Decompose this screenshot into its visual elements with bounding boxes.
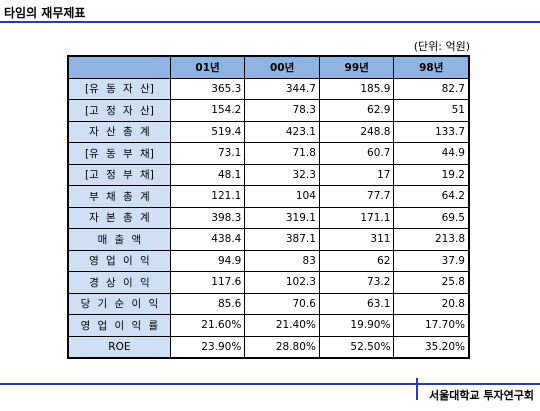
value-cell: 19.2 [393,163,470,186]
footer-rule [0,383,540,385]
value-cell: 77.7 [318,185,395,208]
row-label: 경 상 이 익 [67,271,171,294]
value-cell: 94.9 [169,249,246,272]
title-rule [0,21,540,23]
value-cell: 519.4 [169,120,246,143]
footer-text: 서울대학교 투자연구회 [428,389,534,402]
footer-divider [416,378,418,400]
value-cell: 69.5 [393,206,470,229]
value-cell: 171.1 [318,206,395,229]
value-cell: 21.40% [244,314,320,337]
row-label: [유 동 자 산] [67,77,171,100]
value-cell: 32.3 [244,163,320,186]
value-cell: 70.6 [244,292,320,315]
table-row: 당 기 순 이 익 85.6 70.6 63.1 20.8 [67,292,470,315]
value-cell: 82.7 [393,77,470,100]
value-cell: 121.1 [169,185,246,208]
table-row: [고 정 자 산] 154.2 78.3 62.9 51 [67,99,470,122]
value-cell: 73.2 [318,271,395,294]
table-row: 경 상 이 익 117.6 102.3 73.2 25.8 [67,271,470,294]
row-label: ROE [67,335,171,359]
value-cell: 28.80% [244,335,320,359]
value-cell: 44.9 [393,142,470,165]
table-row: [유 동 부 채] 73.1 71.8 60.7 44.9 [67,142,470,165]
table-row: 영 업 이 익 94.9 83 62 37.9 [67,249,470,272]
value-cell: 344.7 [244,77,320,100]
value-cell: 19.90% [318,314,395,337]
value-cell: 398.3 [169,206,246,229]
value-cell: 319.1 [244,206,320,229]
table-row: 자 본 총 계 398.3 319.1 171.1 69.5 [67,206,470,229]
row-label: 자 본 총 계 [67,206,171,229]
row-label: 자 산 총 계 [67,120,171,143]
value-cell: 37.9 [393,249,470,272]
value-cell: 62.9 [318,99,395,122]
value-cell: 117.6 [169,271,246,294]
financial-table: 01년 00년 99년 98년 [유 동 자 산] 365.3 344.7 185.9 82.… [67,55,470,359]
value-cell: 185.9 [318,77,395,100]
value-cell: 35.20% [393,335,470,359]
table-row: 영 업 이 익 률 21.60% 21.40% 19.90% 17.70% [67,314,470,337]
row-label: [유 동 부 채] [67,142,171,165]
table-row: 매 출 액 438.4 387.1 311 213.8 [67,228,470,251]
column-header: 01년 [169,55,246,79]
unit-note: (단위: 억원) [413,40,470,53]
column-header: 98년 [393,55,470,79]
value-cell: 78.3 [244,99,320,122]
value-cell: 71.8 [244,142,320,165]
row-label: [고 정 자 산] [67,99,171,122]
value-cell: 133.7 [393,120,470,143]
value-cell: 154.2 [169,99,246,122]
header-row: 01년 00년 99년 98년 [67,55,470,79]
table-row: 부 채 총 계 121.1 104 77.7 64.2 [67,185,470,208]
value-cell: 104 [244,185,320,208]
value-cell: 62 [318,249,395,272]
table-row: [고 정 부 채] 48.1 32.3 17 19.2 [67,163,470,186]
value-cell: 213.8 [393,228,470,251]
value-cell: 17 [318,163,395,186]
table-row: [유 동 자 산] 365.3 344.7 185.9 82.7 [67,77,470,100]
table-row: 자 산 총 계 519.4 423.1 248.8 133.7 [67,120,470,143]
value-cell: 51 [393,99,470,122]
value-cell: 17.70% [393,314,470,337]
row-label: 부 채 총 계 [67,185,171,208]
column-header: 99년 [318,55,395,79]
value-cell: 438.4 [169,228,246,251]
value-cell: 48.1 [169,163,246,186]
value-cell: 21.60% [169,314,246,337]
value-cell: 63.1 [318,292,395,315]
value-cell: 73.1 [169,142,246,165]
value-cell: 365.3 [169,77,246,100]
value-cell: 25.8 [393,271,470,294]
corner-cell [67,55,171,79]
value-cell: 52.50% [318,335,395,359]
value-cell: 60.7 [318,142,395,165]
value-cell: 83 [244,249,320,272]
value-cell: 64.2 [393,185,470,208]
table-body: [유 동 자 산] 365.3 344.7 185.9 82.7 [고 정 자 산] 154… [67,77,470,359]
value-cell: 248.8 [318,120,395,143]
value-cell: 423.1 [244,120,320,143]
value-cell: 85.6 [169,292,246,315]
column-header: 00년 [244,55,320,79]
row-label: [고 정 부 채] [67,163,171,186]
value-cell: 23.90% [169,335,246,359]
value-cell: 387.1 [244,228,320,251]
value-cell: 311 [318,228,395,251]
row-label: 매 출 액 [67,228,171,251]
table-row: ROE 23.90% 28.80% 52.50% 35.20% [67,335,470,359]
value-cell: 102.3 [244,271,320,294]
row-label: 영 업 이 익 [67,249,171,272]
value-cell: 20.8 [393,292,470,315]
slide-title: 타임의 재무제표 [4,6,86,20]
row-label: 영 업 이 익 률 [67,314,171,337]
row-label: 당 기 순 이 익 [67,292,171,315]
